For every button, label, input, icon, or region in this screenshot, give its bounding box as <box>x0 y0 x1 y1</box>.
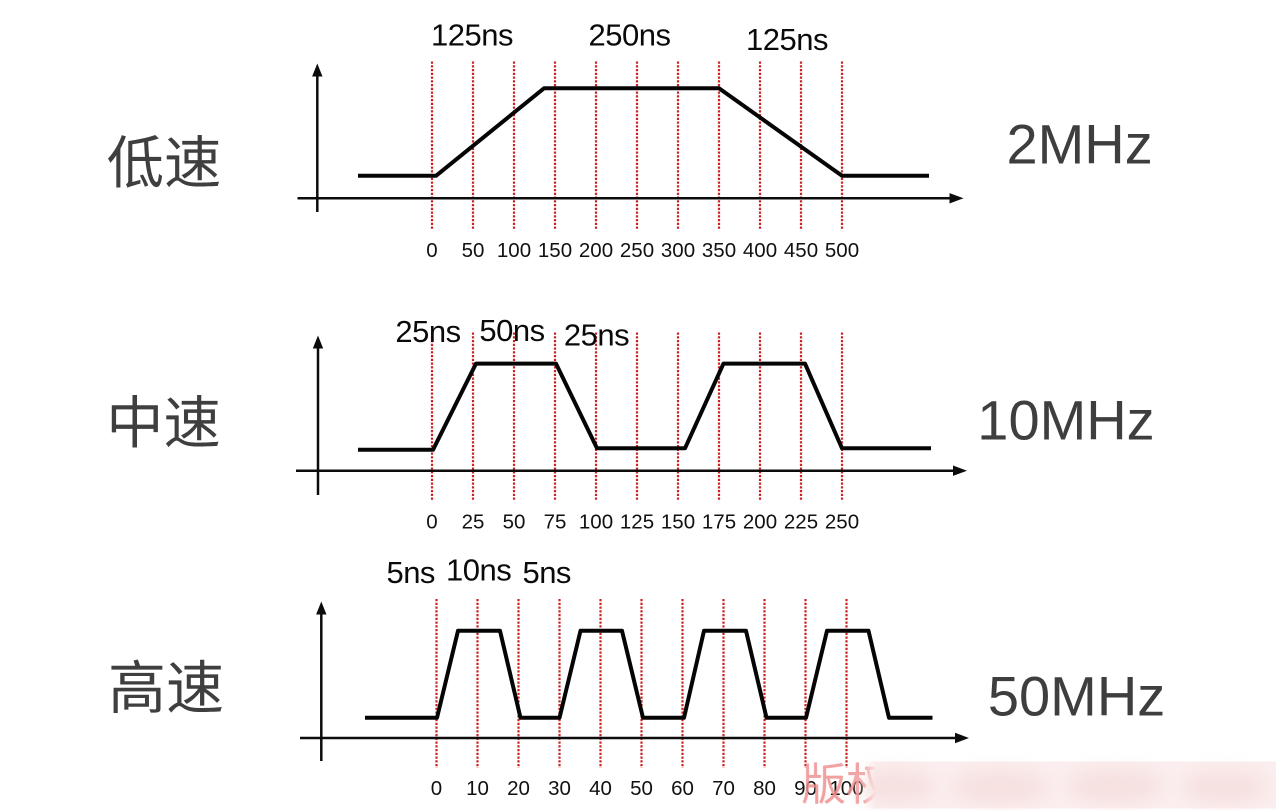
svg-text:5ns: 5ns <box>522 555 570 590</box>
svg-text:175: 175 <box>702 511 736 534</box>
svg-text:0: 0 <box>426 239 437 262</box>
svg-text:2MHz: 2MHz <box>1006 112 1152 175</box>
svg-text:400: 400 <box>743 239 777 262</box>
svg-text:20: 20 <box>507 777 530 800</box>
svg-text:200: 200 <box>579 239 613 262</box>
svg-text:10MHz: 10MHz <box>977 389 1154 452</box>
svg-text:50: 50 <box>503 511 526 534</box>
svg-text:25ns: 25ns <box>395 314 460 349</box>
svg-text:0: 0 <box>426 511 437 534</box>
svg-text:450: 450 <box>784 239 818 262</box>
svg-text:10: 10 <box>466 777 489 800</box>
svg-text:75: 75 <box>544 511 567 534</box>
svg-text:10ns: 10ns <box>446 553 511 588</box>
svg-text:250ns: 250ns <box>589 18 671 53</box>
svg-text:125ns: 125ns <box>431 18 513 53</box>
svg-text:50ns: 50ns <box>479 313 544 348</box>
svg-text:90: 90 <box>794 777 817 800</box>
svg-text:40: 40 <box>589 777 612 800</box>
svg-text:250: 250 <box>825 511 859 534</box>
svg-text:0: 0 <box>431 777 442 800</box>
svg-text:500: 500 <box>825 239 859 262</box>
svg-text:100: 100 <box>497 239 531 262</box>
svg-text:60: 60 <box>671 777 694 800</box>
svg-text:50MHz: 50MHz <box>988 665 1165 728</box>
svg-text:125: 125 <box>620 511 654 534</box>
svg-text:50: 50 <box>630 777 653 800</box>
svg-text:25: 25 <box>462 511 485 534</box>
svg-text:25ns: 25ns <box>564 318 629 353</box>
svg-text:125ns: 125ns <box>746 22 828 57</box>
svg-text:300: 300 <box>661 239 695 262</box>
svg-text:225: 225 <box>784 511 818 534</box>
svg-text:150: 150 <box>661 511 695 534</box>
svg-text:350: 350 <box>702 239 736 262</box>
svg-text:50: 50 <box>462 239 485 262</box>
svg-text:70: 70 <box>712 777 735 800</box>
svg-text:150: 150 <box>538 239 572 262</box>
svg-text:100: 100 <box>579 511 613 534</box>
svg-text:250: 250 <box>620 239 654 262</box>
svg-text:5ns: 5ns <box>386 555 434 590</box>
svg-text:80: 80 <box>753 777 776 800</box>
svg-text:200: 200 <box>743 511 777 534</box>
svg-text:30: 30 <box>548 777 571 800</box>
